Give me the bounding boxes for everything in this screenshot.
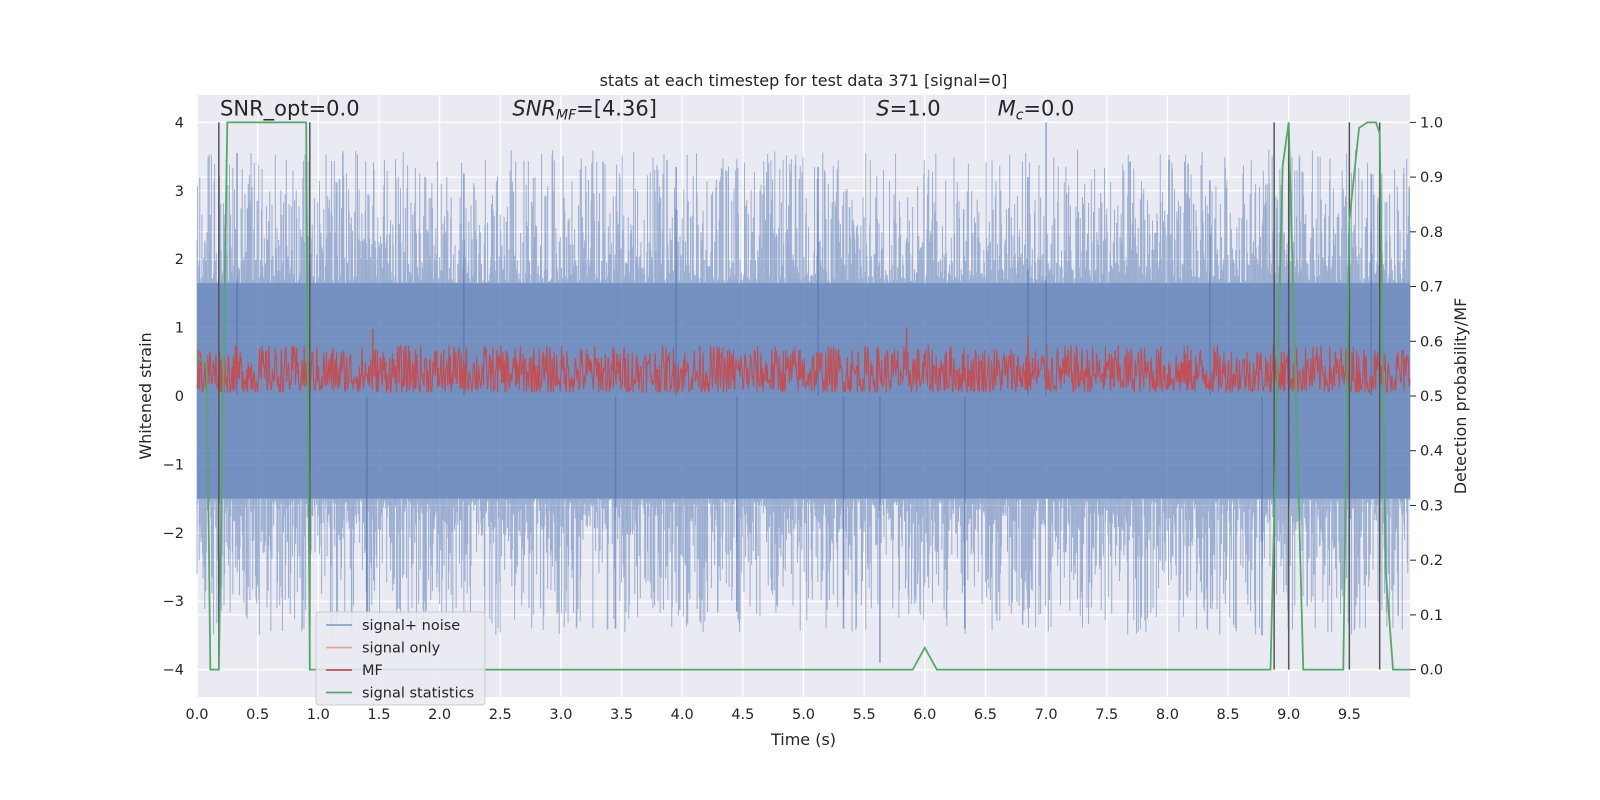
legend-entry: MF (362, 663, 383, 679)
y-tick-label: −3 (163, 594, 184, 610)
y2-tick-label: 0.0 (1420, 663, 1443, 679)
x-axis-label: Time (s) (770, 730, 836, 749)
signal-statistics-line (196, 121, 1410, 671)
annotation-symbol: SNR (512, 97, 556, 121)
y2-tick-label: 0.9 (1420, 170, 1443, 186)
y-axis-label: Whitened strain (136, 332, 155, 459)
x-tick-label: 3.0 (549, 707, 572, 723)
x-tick-label: 0.0 (185, 707, 208, 723)
x-tick-label: 4.5 (731, 707, 754, 723)
y2-tick-label: 1.0 (1420, 115, 1443, 131)
y-tick-label: −1 (163, 457, 184, 473)
y-tick-labels: 4 3 2 1 0 −1 −2 −3 −4 (163, 115, 184, 678)
x-tick-label: 2.0 (428, 707, 451, 723)
x-tick-label: 5.5 (853, 707, 876, 723)
x-tick-label: 4.0 (671, 707, 694, 723)
y2-axis-label: Detection probability/MF (1451, 298, 1470, 495)
y2-tick-label: 0.7 (1420, 280, 1443, 296)
y2-tick-label: 0.8 (1420, 225, 1443, 241)
annotation-value: =1.0 (890, 97, 941, 121)
x-tick-label: 9.5 (1338, 707, 1361, 723)
annotation-symbol: M (998, 97, 1016, 121)
x-tick-label: 6.5 (974, 707, 997, 723)
chart-title: stats at each timestep for test data 371… (600, 71, 1008, 90)
annotation-value: =0.0 (1023, 97, 1074, 121)
y2-tick-label: 0.5 (1420, 389, 1443, 405)
x-tick-label: 2.5 (489, 707, 512, 723)
y-tick-label: −2 (163, 526, 184, 542)
y-tick-label: 4 (175, 115, 184, 131)
y2-tick-label: 0.1 (1420, 608, 1443, 624)
signal-statistics-series (196, 121, 1410, 671)
y2-tick-label: 0.2 (1420, 553, 1443, 569)
legend-box (315, 611, 486, 706)
mf-trace (196, 344, 1411, 394)
y-tick-label: 0 (175, 389, 184, 405)
x-tick-label: 0.5 (246, 707, 269, 723)
annotation: SNRMF=[4.36] (512, 97, 657, 124)
y-tick-label: 3 (175, 184, 184, 200)
signal-noise-series (196, 122, 1411, 663)
annotation-symbol: S (876, 97, 889, 121)
annotation-subscript: MF (556, 108, 577, 124)
x-tick-label: 8.0 (1156, 707, 1179, 723)
y2-tick-label: 0.4 (1420, 444, 1443, 460)
x-tick-label: 6.0 (913, 707, 936, 723)
x-tick-label: 8.5 (1217, 707, 1240, 723)
vertical-markers (218, 122, 1381, 670)
annotation-subscript: c (1016, 108, 1024, 124)
mf-series (196, 327, 1411, 394)
legend-entry: signal statistics (362, 686, 474, 702)
legend: signal+ noise signal only MF signal statist… (315, 611, 486, 706)
x-tick-label: 5.0 (792, 707, 815, 723)
annotation-value: =[4.36] (576, 97, 657, 121)
annotation: Mc=0.0 (998, 97, 1075, 124)
y2-tick-labels: 1.0 0.9 0.8 0.7 0.6 0.5 0.4 0.3 0.2 0.1 0.0 (1410, 115, 1443, 679)
legend-entry: signal+ noise (362, 618, 460, 634)
x-tick-label: 7.5 (1095, 707, 1118, 723)
y2-tick-label: 0.3 (1420, 498, 1443, 514)
y-tick-label: 2 (175, 252, 184, 268)
annotations: SNR_opt=0.0 SNRMF=[4.36] S=1.0 Mc=0.0 (220, 97, 1074, 124)
y-tick-label: −4 (163, 663, 184, 679)
x-tick-labels: 0.0 0.5 1.0 1.5 2.0 2.5 3.0 3.5 4.0 4.5 5.0 5.5 6.0 6… (185, 707, 1360, 723)
x-tick-label: 3.5 (610, 707, 633, 723)
legend-entry: signal only (362, 641, 441, 657)
annotation: SNR_opt=0.0 (220, 97, 360, 122)
y2-tick-label: 0.6 (1420, 334, 1443, 350)
y-tick-label: 1 (175, 321, 184, 337)
x-tick-label: 1.5 (367, 707, 390, 723)
x-tick-label: 9.0 (1277, 707, 1300, 723)
x-tick-label: 1.0 (307, 707, 330, 723)
annotation: S=1.0 (876, 97, 940, 121)
x-tick-label: 7.0 (1035, 707, 1058, 723)
